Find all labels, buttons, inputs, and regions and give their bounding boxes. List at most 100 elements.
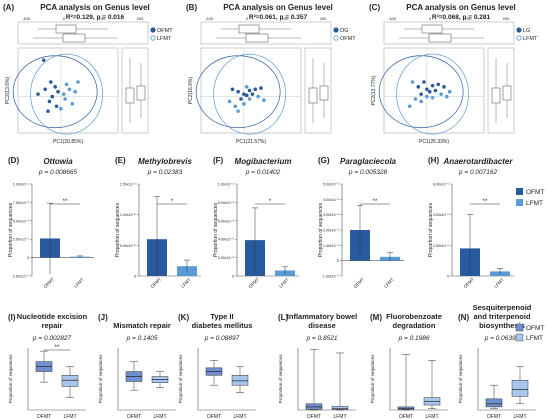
box-pvalue: p = 0.8521	[306, 335, 338, 342]
y-tick-label: 6.00x10⁻⁵	[433, 183, 450, 187]
y-tick-label: 2.50x10⁻⁵	[13, 238, 30, 242]
y-tick-label: 0	[337, 259, 339, 263]
box-iqr	[485, 398, 503, 408]
top-tick-label: 100	[465, 16, 472, 21]
y-tick-label: 1.00x10⁻⁵	[120, 213, 137, 217]
legend-label: OFMT	[157, 28, 173, 34]
bar-panel-d: (D) Ottowia p = 0.008665 1.00x10⁻⁴ 7.50x10⁻⁵…	[8, 156, 94, 289]
scatter-point	[244, 85, 249, 89]
scatter-point	[61, 92, 66, 96]
y-tick-label: 7.50x10⁻⁵	[13, 201, 30, 205]
scatter-point	[41, 58, 46, 62]
legend-label: OFMT	[340, 36, 356, 42]
pca-panel-3: (C) PCA analysis on Genus level R²=0.068, …	[369, 3, 538, 145]
bar-panel-f: (F) Mogibacterium p = 0.01402 1.00x10⁻⁴ 8.00…	[213, 156, 299, 289]
confidence-ellipse	[378, 55, 464, 129]
y-tick-label: 0	[134, 275, 136, 279]
top-boxplot-frame	[383, 21, 515, 45]
pca-title: PCA analysis on Genus level	[406, 3, 516, 12]
sig-label: *	[269, 199, 272, 205]
y-axis-label: Proportion of sequences	[318, 202, 324, 257]
pca-stats: R²=0.129, p = 0.016	[66, 14, 125, 21]
bar-panel-g: (G) Paraglaciecola p = 0.005328 5.00x10⁻⁵ 4.…	[318, 156, 404, 289]
confidence-ellipse	[30, 53, 103, 135]
scatter-point	[70, 102, 75, 106]
bar-panel-e: (E) Methylobrevis p = 0.02383 1.50x10⁻⁵ 1.00…	[115, 156, 201, 289]
x-axis-label: PC1(26.33%)	[419, 139, 449, 145]
legend-marker	[516, 35, 522, 41]
scatter-point	[242, 102, 246, 106]
x-tick-label: LFMT	[233, 414, 246, 419]
scatter-point	[433, 88, 438, 93]
y-tick-label: 2.00x10⁻⁵	[218, 256, 235, 260]
box-pvalue: p = 0.08897	[204, 335, 240, 342]
top-boxplot-frame	[17, 21, 149, 45]
scatter-point	[239, 97, 243, 101]
top-box	[238, 24, 260, 34]
legend-marker	[150, 27, 156, 33]
x-tick-label: OFMT	[399, 414, 413, 419]
scatter-point	[445, 94, 449, 99]
y-tick-label: 4.00x10⁻⁵	[218, 238, 235, 242]
top-tick-label: 100	[282, 16, 289, 21]
y-axis-label: Proportion of sequences	[458, 354, 463, 404]
scatter-point	[49, 80, 53, 84]
x-axis-label: PC1(21.57%)	[236, 139, 266, 145]
scatter-point	[410, 80, 415, 84]
y-tick-label: 1.00x10⁻⁴	[218, 183, 235, 187]
panel-letter: (N)	[458, 313, 469, 322]
x-tick-label: LFMT	[513, 414, 526, 419]
side-boxplot-frame	[121, 47, 149, 134]
x-tick-label: OFMT	[127, 414, 141, 419]
scatter-point	[36, 92, 40, 96]
box-pvalue: p = 0.002827	[32, 335, 72, 342]
bar-title: Ottowia	[43, 157, 73, 166]
bar-pvalue: p = 0.008665	[38, 169, 78, 176]
y-tick-label: 3.00x10⁻⁵	[323, 213, 340, 217]
box-iqr	[511, 379, 529, 397]
x-tick-label: OFMT	[207, 414, 221, 419]
y-axis-label: Proportion of sequences	[178, 354, 183, 404]
box-title: disease	[308, 321, 336, 330]
panel-letter: (D)	[8, 156, 19, 165]
panel-letter: (A)	[3, 3, 14, 12]
panel-letter: (F)	[213, 156, 224, 165]
top-tick-label: -100	[205, 16, 214, 21]
scatter-point	[253, 87, 258, 92]
pca-stats: R²=0.061, p = 0.357	[249, 14, 308, 21]
top-tick-label: 200	[503, 16, 510, 21]
x-tick-label: OFMT	[307, 414, 321, 419]
bar-pvalue: p = 0.007162	[458, 169, 498, 176]
legend-swatch	[515, 333, 524, 342]
top-box	[428, 33, 452, 43]
sig-label: *	[171, 199, 174, 205]
x-tick-label: OFMT	[248, 276, 261, 289]
y-axis-label: PC2(13.6%)	[5, 77, 11, 105]
y-tick-label: 1.00x10⁻⁵	[323, 244, 340, 248]
scatter-frame	[17, 47, 119, 134]
scatter-point	[247, 88, 252, 93]
scatter-point	[59, 106, 63, 111]
y-axis-label: Proportion of sequences	[8, 354, 13, 404]
legend-label: LFMT	[526, 335, 543, 342]
top-box	[421, 24, 443, 34]
scatter-point	[43, 87, 47, 92]
top-tick-label: 0	[246, 16, 249, 21]
scatter-frame	[200, 47, 302, 134]
sig-label: **	[483, 199, 488, 205]
y-tick-label: 8.00x10⁻⁵	[218, 201, 235, 205]
top-tick-label: 200	[137, 16, 144, 21]
sig-label: **	[55, 345, 60, 351]
pca-stats: R²=0.068, p = 0.281	[432, 14, 491, 21]
scatter-point	[419, 99, 423, 104]
legend-label: OFMT	[526, 189, 544, 196]
scatter-point	[262, 98, 266, 103]
box-pvalue: p = 0.1405	[126, 335, 158, 342]
scatter-point	[436, 82, 441, 87]
scatter-point	[54, 104, 59, 109]
